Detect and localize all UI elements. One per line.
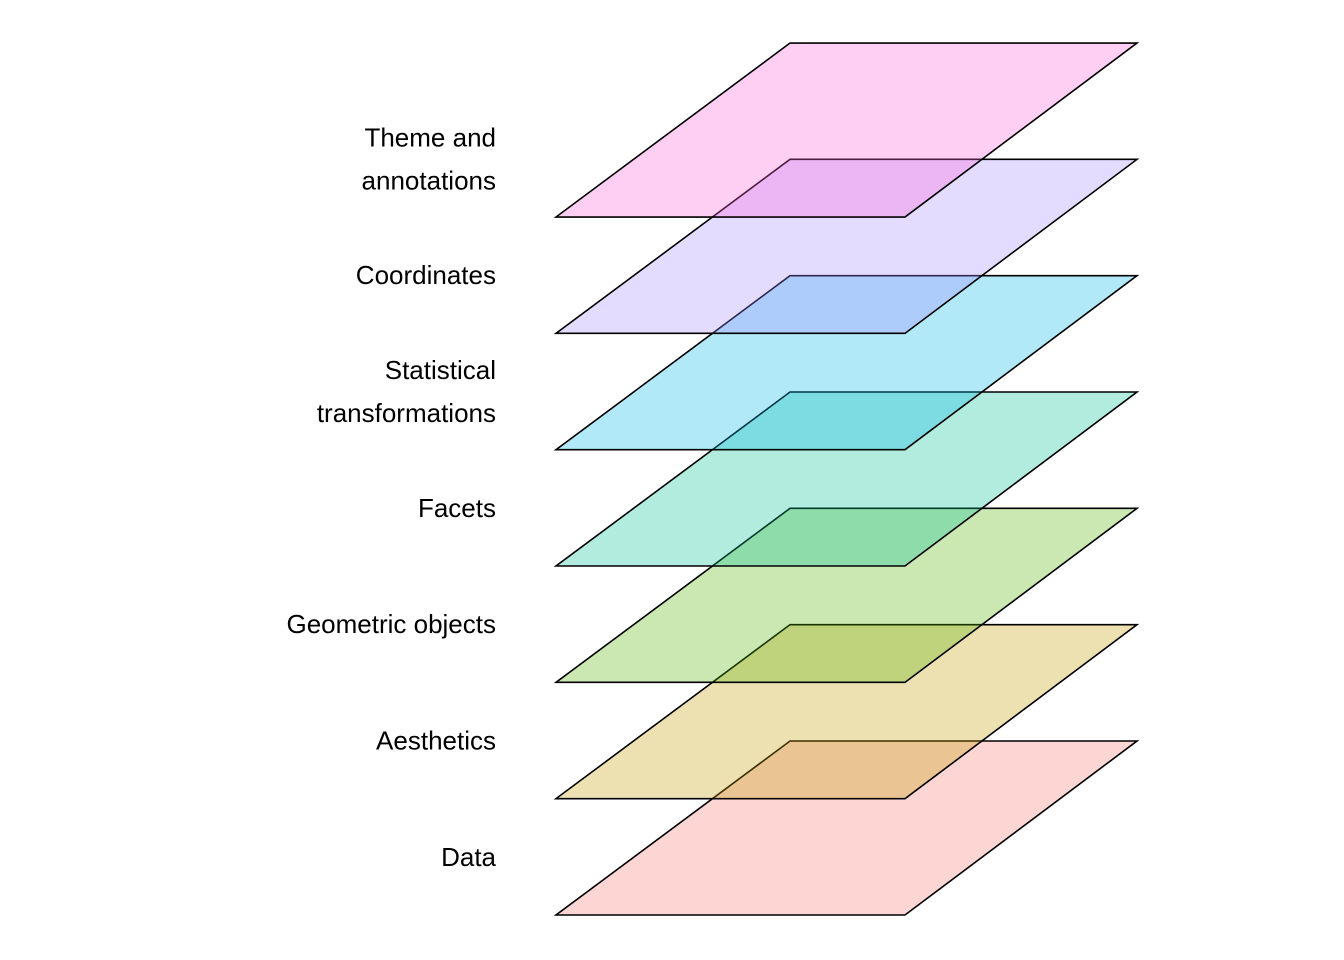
layer-label: Theme and [364, 122, 496, 152]
layer-label: Geometric objects [286, 609, 496, 639]
layer-label: Data [441, 842, 496, 872]
layer-label: annotations [362, 165, 496, 195]
layer-label: Facets [418, 493, 496, 523]
layer-label: Aesthetics [376, 726, 496, 756]
layer-plane [553, 42, 1140, 218]
layer-label: Statistical [385, 355, 496, 385]
layer-label: transformations [317, 398, 496, 428]
layer-label: Coordinates [356, 260, 496, 290]
